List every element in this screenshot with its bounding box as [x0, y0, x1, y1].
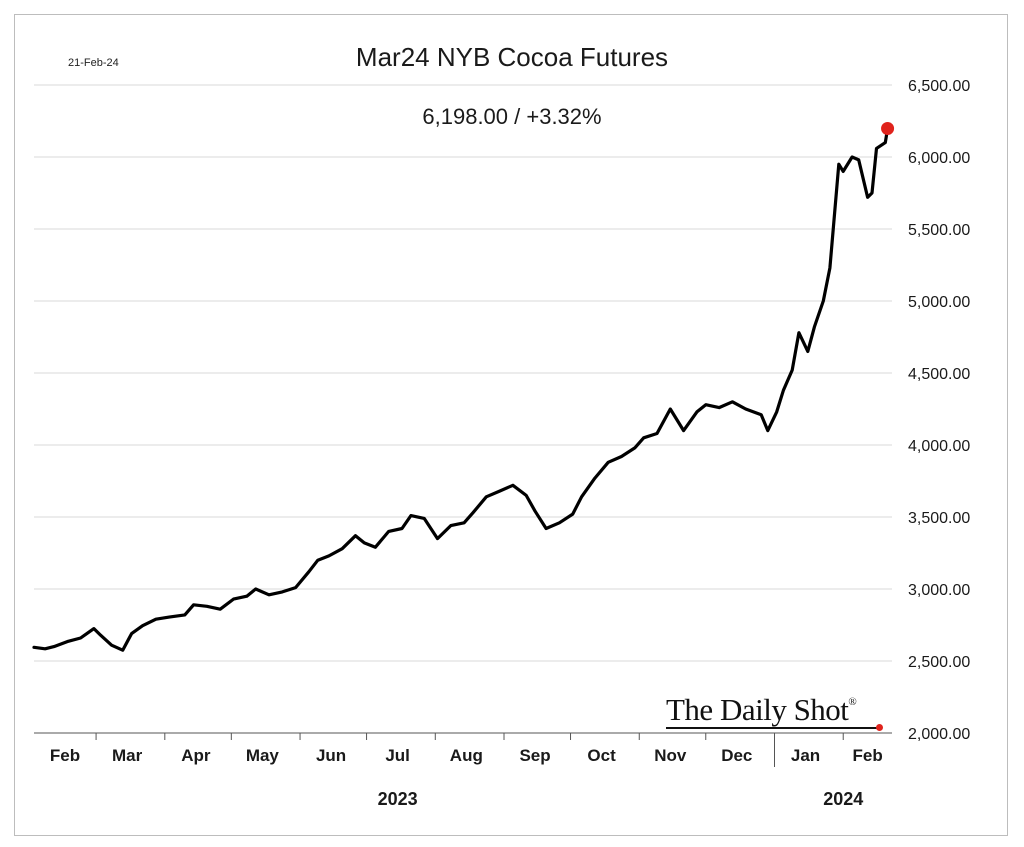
x-month-label: Jan [791, 746, 820, 765]
y-tick-label: 3,000.00 [908, 582, 970, 599]
x-month-label: Feb [852, 746, 882, 765]
x-year-label: 2024 [823, 789, 863, 809]
last-price-marker [881, 121, 895, 135]
x-year-label: 2023 [378, 789, 418, 809]
brand-logo: The Daily Shot® [666, 692, 857, 728]
x-month-label: Mar [112, 746, 143, 765]
y-tick-label: 5,500.00 [908, 222, 970, 239]
x-month-label: Aug [450, 746, 483, 765]
x-month-label: Nov [654, 746, 687, 765]
y-tick-label: 6,000.00 [908, 150, 970, 167]
y-tick-label: 3,500.00 [908, 510, 970, 527]
y-tick-label: 4,500.00 [908, 366, 970, 383]
y-tick-label: 4,000.00 [908, 438, 970, 455]
date-stamp: 21-Feb-24 [68, 57, 119, 69]
y-tick-label: 5,000.00 [908, 294, 970, 311]
y-tick-label: 6,500.00 [908, 78, 970, 95]
x-month-label: Feb [50, 746, 80, 765]
y-tick-label: 2,000.00 [908, 726, 970, 743]
brand-underline [666, 727, 878, 729]
x-month-label: May [246, 746, 280, 765]
chart-subtitle: 6,198.00 / +3.32% [422, 104, 602, 129]
x-month-label: Apr [181, 746, 211, 765]
y-tick-label: 2,500.00 [908, 654, 970, 671]
x-month-label: Sep [519, 746, 550, 765]
x-month-label: Dec [721, 746, 752, 765]
brand-name: The Daily Shot [666, 692, 849, 727]
registered-mark: ® [848, 695, 857, 708]
price-series-line [32, 126, 890, 652]
x-month-label: Oct [587, 746, 616, 765]
cocoa-futures-line-chart: 2,000.00 2,500.00 3,000.00 3,500.00 4,000.00… [32, 78, 970, 809]
chart-frame: 21-Feb-24 Mar24 NYB Cocoa Futures 6,198.… [14, 14, 1008, 836]
x-month-label: Jul [385, 746, 410, 765]
chart-title: Mar24 NYB Cocoa Futures [355, 42, 669, 72]
brand-dot-icon [876, 724, 883, 731]
x-month-label: Jun [316, 746, 346, 765]
